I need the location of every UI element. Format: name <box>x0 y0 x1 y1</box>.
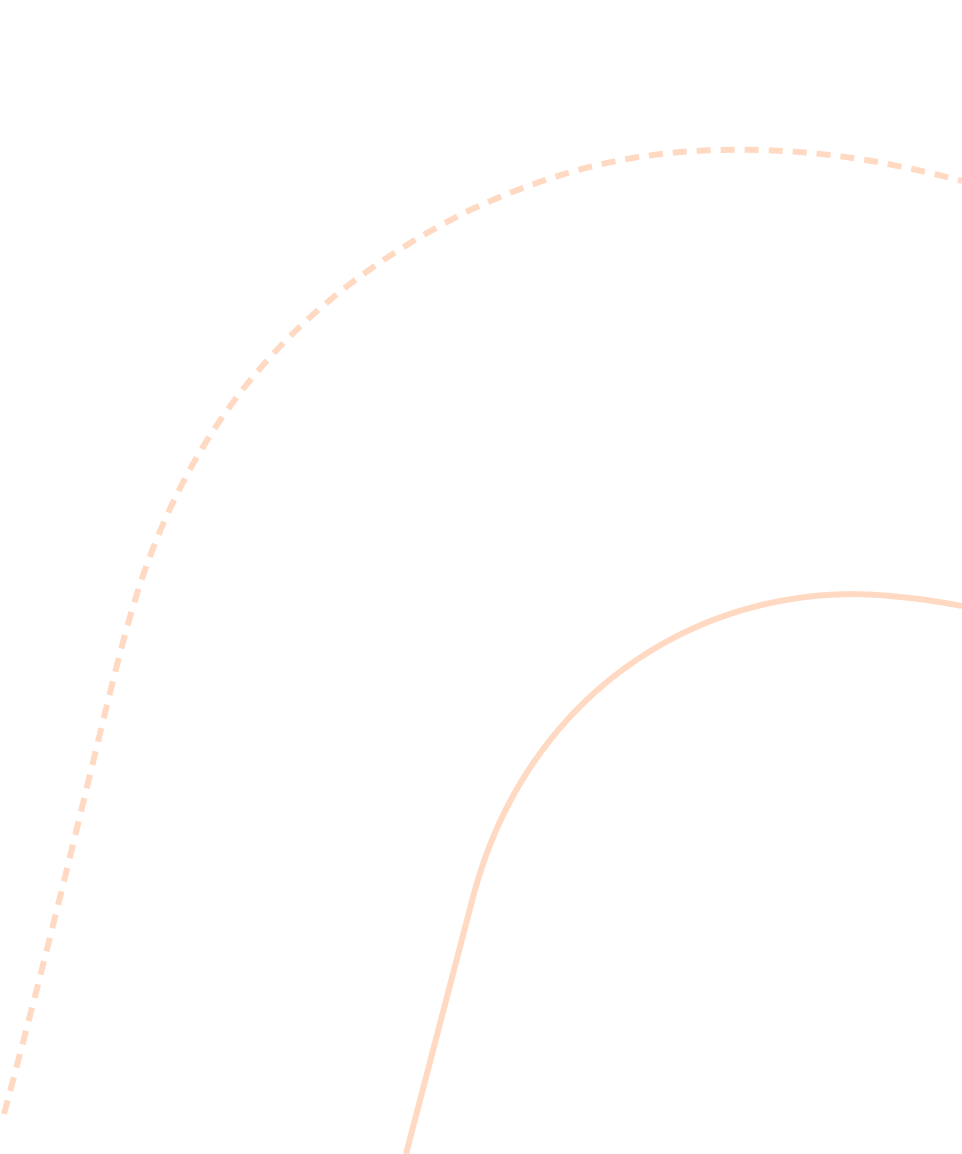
dashed-curve <box>1 146 962 1115</box>
solid-curve <box>403 591 962 1154</box>
